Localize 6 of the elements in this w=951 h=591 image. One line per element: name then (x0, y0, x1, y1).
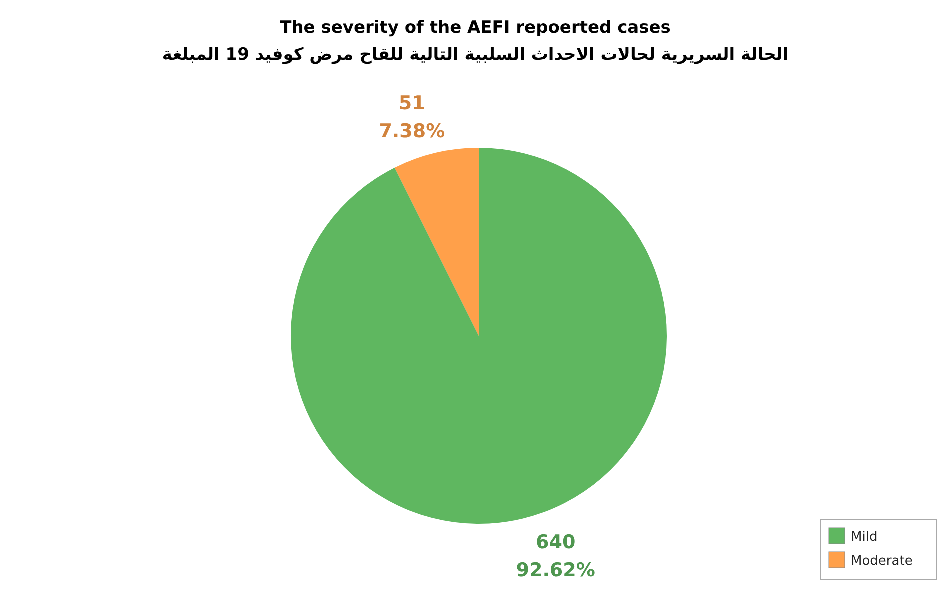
data-label: 51 7.38% (379, 92, 446, 142)
legend-label: Moderate (851, 554, 913, 569)
chart-title: The severity of the AEFI repoerted cases (280, 18, 671, 38)
chart-subtitle: الحالة السريرية لحالات الاحداث السلبية التالية للقاح مرض كوفيد 19 المبلغة (162, 45, 789, 65)
legend-label: Mild (851, 530, 878, 545)
data-label: 640 92.62% (516, 532, 596, 582)
